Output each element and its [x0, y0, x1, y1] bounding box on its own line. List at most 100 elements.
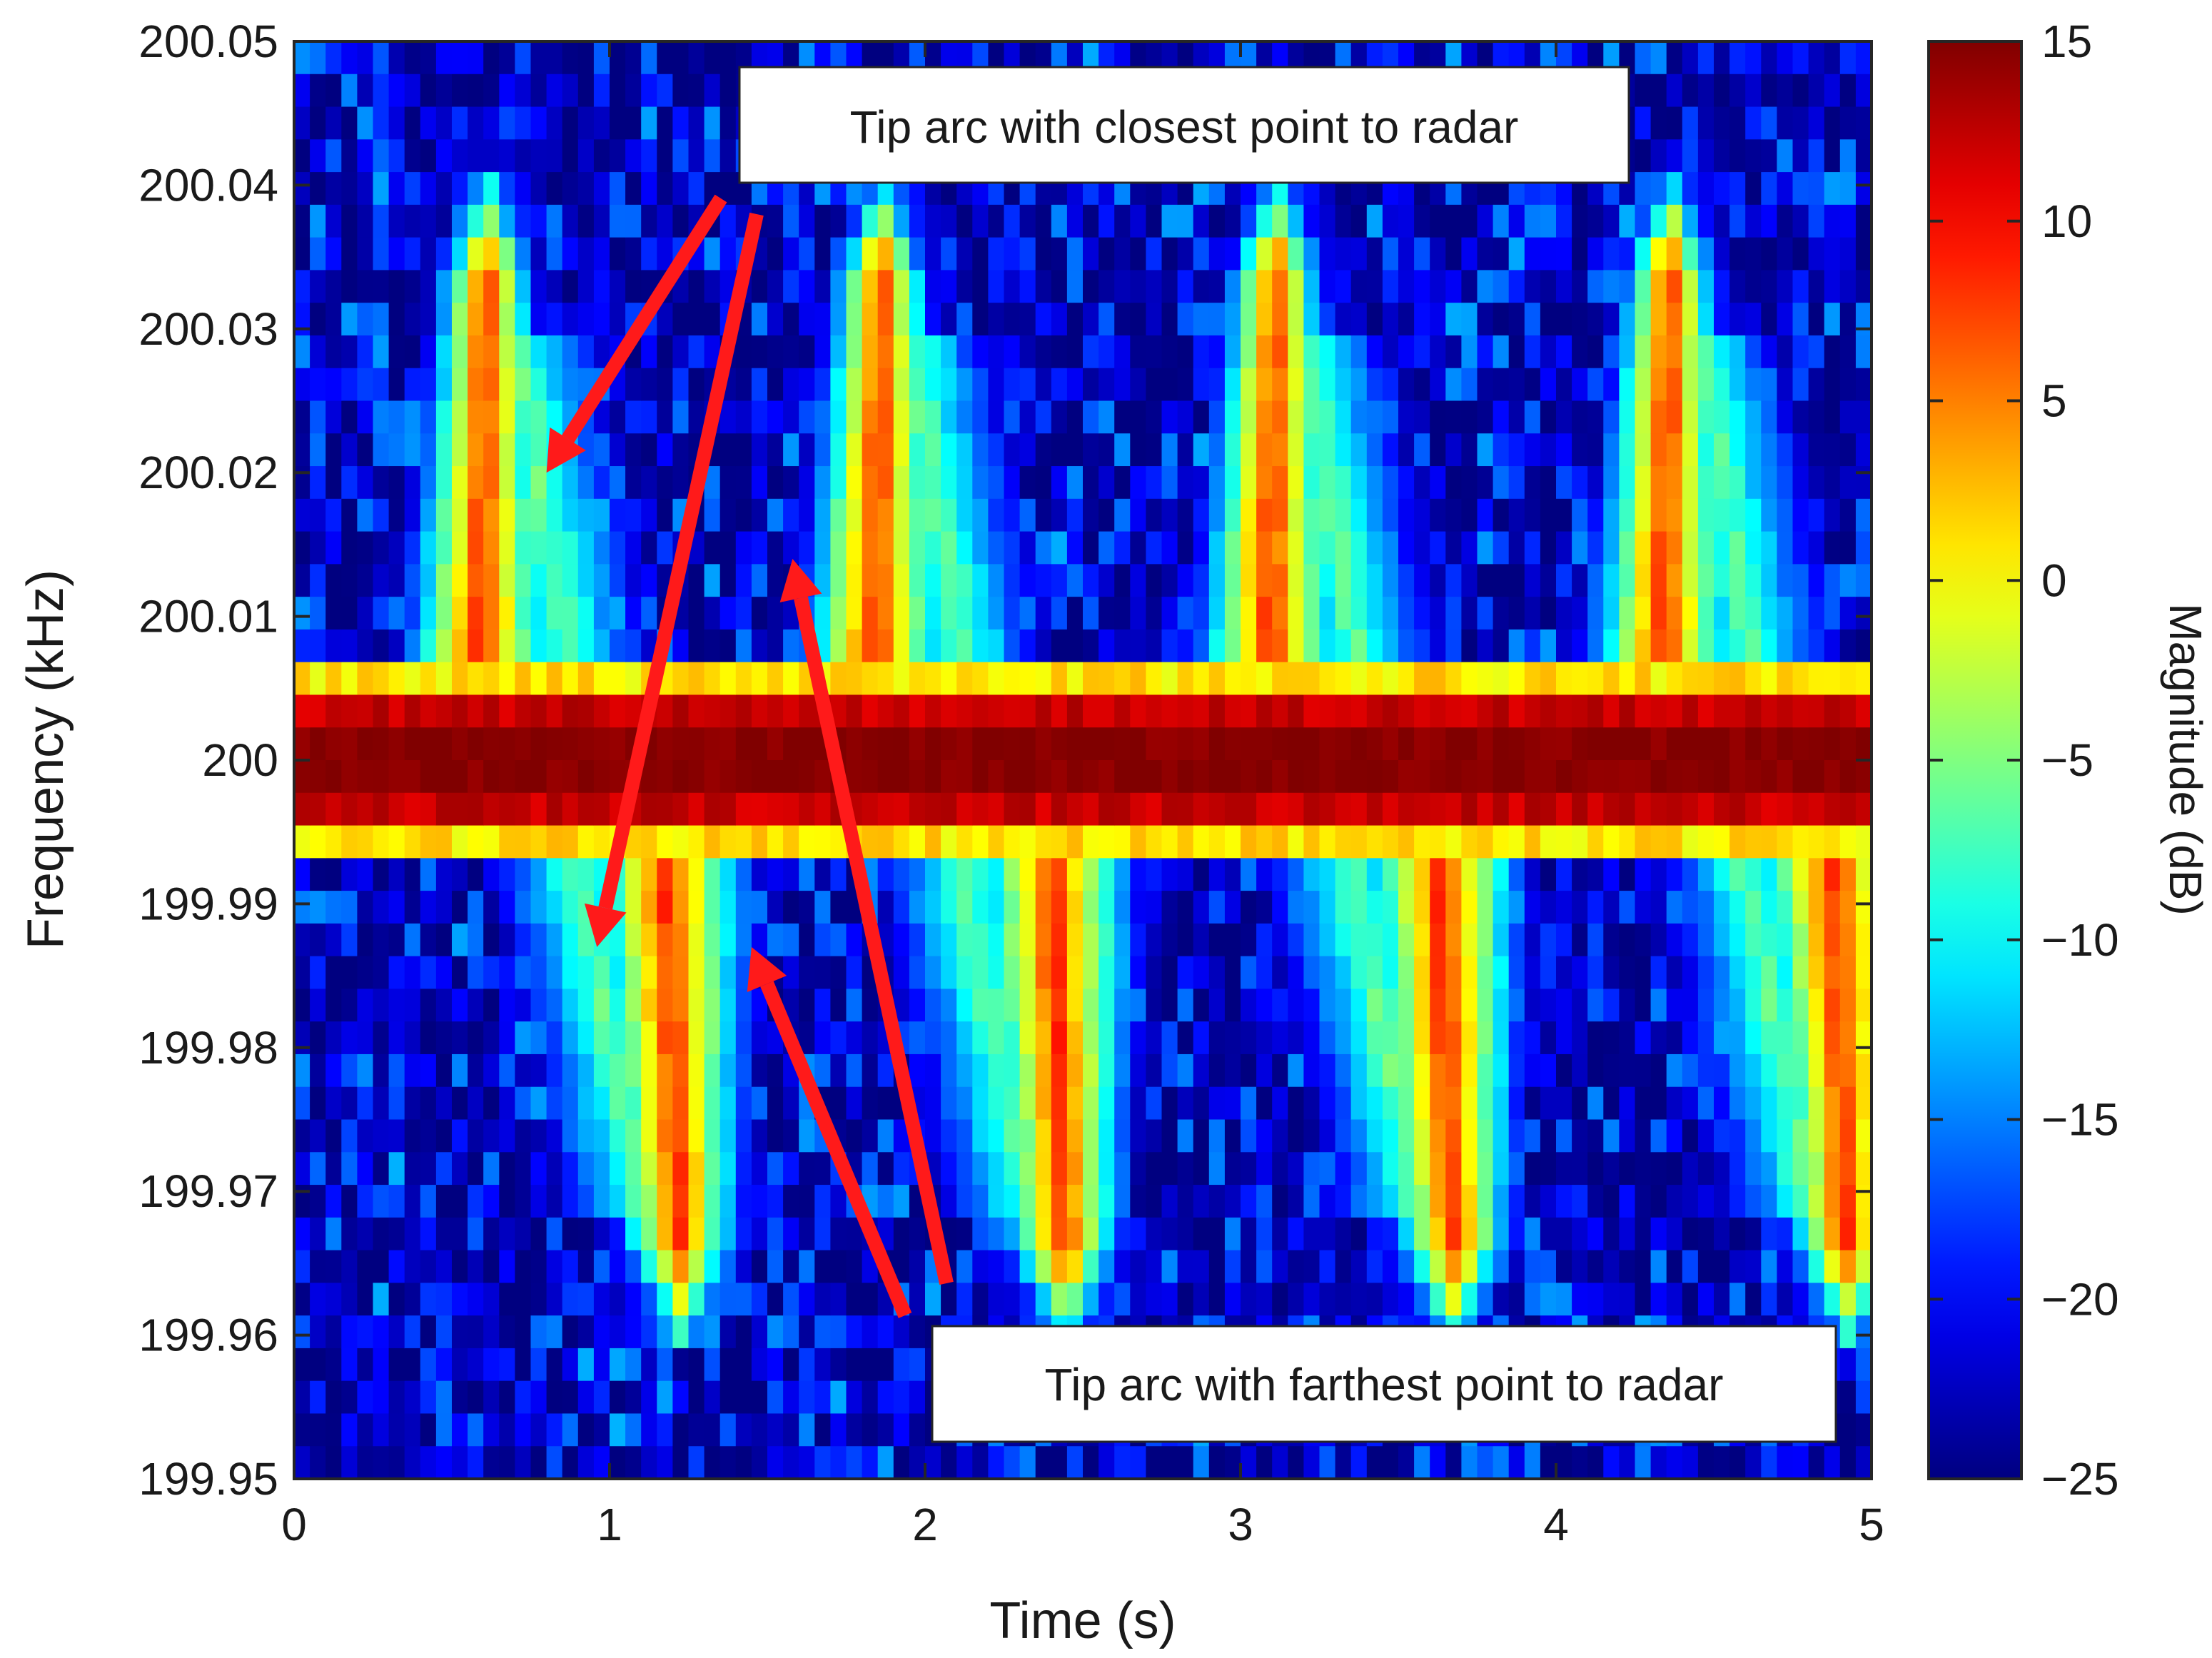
heatmap-cell [435, 792, 453, 827]
heatmap-cell [941, 597, 957, 630]
heatmap-cell [1224, 498, 1241, 532]
heatmap-cell [341, 1348, 358, 1382]
heatmap-cell [1256, 629, 1273, 663]
heatmap-cell [672, 1185, 690, 1218]
heatmap-cell [562, 531, 579, 565]
heatmap-cell [704, 106, 721, 140]
heatmap-cell [1729, 172, 1746, 206]
heatmap-cell [404, 531, 421, 565]
heatmap-cell [1714, 400, 1730, 434]
heatmap-cell [1445, 498, 1462, 532]
heatmap-cell [435, 564, 453, 597]
heatmap-cell [530, 237, 547, 271]
heatmap-cell [988, 368, 1005, 402]
heatmap-cell [357, 1185, 374, 1218]
heatmap-cell [1208, 792, 1226, 827]
heatmap-cell [1603, 923, 1620, 957]
heatmap-cell [1303, 335, 1320, 369]
heatmap-cell [420, 1283, 437, 1316]
heatmap-cell [1445, 433, 1462, 467]
heatmap-cell [735, 1446, 752, 1480]
heatmap-cell [1366, 694, 1383, 728]
heatmap-cell [625, 1283, 642, 1316]
heatmap-cell [1303, 204, 1320, 238]
heatmap-cell [452, 629, 468, 663]
heatmap-cell [1777, 237, 1794, 271]
heatmap-cell [1272, 629, 1288, 663]
heatmap-cell [1303, 1086, 1320, 1121]
heatmap-cell [610, 956, 626, 990]
heatmap-cell [577, 74, 595, 108]
heatmap-cell [893, 335, 910, 369]
heatmap-cell [1714, 1086, 1730, 1121]
heatmap-cell [862, 989, 879, 1022]
heatmap-cell [1224, 237, 1241, 271]
heatmap-cell [1729, 139, 1746, 173]
heatmap-cell [404, 891, 421, 924]
heatmap-cell [1366, 1086, 1383, 1121]
heatmap-cell [1824, 1021, 1841, 1055]
heatmap-cell [452, 303, 468, 336]
heatmap-cell [1161, 858, 1178, 891]
heatmap-cell [1792, 760, 1809, 794]
heatmap-cell [1477, 727, 1494, 761]
heatmap-cell [1146, 1446, 1163, 1480]
heatmap-cell [1761, 237, 1777, 271]
heatmap-cell [325, 727, 342, 761]
heatmap-cell [1603, 303, 1620, 336]
heatmap-cell [357, 1380, 374, 1415]
heatmap-cell [310, 1380, 326, 1415]
heatmap-cell [988, 303, 1005, 336]
heatmap-cell [1430, 1119, 1446, 1153]
heatmap-cell [1508, 956, 1525, 990]
heatmap-cell [1508, 1446, 1525, 1480]
heatmap-cell [577, 629, 595, 663]
heatmap-cell [435, 825, 453, 859]
heatmap-cell [593, 694, 610, 728]
heatmap-cell [941, 1086, 957, 1121]
heatmap-cell [388, 139, 405, 173]
heatmap-cell [625, 400, 642, 434]
heatmap-cell [1241, 498, 1257, 532]
heatmap-cell [625, 270, 642, 303]
heatmap-cell [1208, 1446, 1226, 1480]
heatmap-cell [1114, 989, 1131, 1022]
heatmap-cell [688, 1217, 705, 1251]
heatmap-cell [1366, 1217, 1383, 1251]
heatmap-cell [577, 825, 595, 859]
heatmap-cell [1004, 270, 1021, 303]
heatmap-cell [515, 989, 532, 1022]
heatmap-cell [1335, 1021, 1352, 1055]
heatmap-cell [310, 531, 326, 565]
heatmap-cell [1335, 792, 1352, 827]
heatmap-cell [1792, 531, 1809, 565]
heatmap-cell [468, 1315, 484, 1349]
heatmap-cell [1524, 597, 1541, 630]
heatmap-cell [546, 1053, 563, 1088]
heatmap-cell [1792, 1053, 1809, 1088]
heatmap-cell [1493, 694, 1510, 728]
heatmap-cell [704, 41, 721, 75]
heatmap-cell [1319, 1250, 1336, 1283]
heatmap-cell [1650, 1185, 1667, 1218]
heatmap-cell [1666, 825, 1683, 859]
heatmap-cell [1130, 956, 1146, 990]
heatmap-cell [1114, 858, 1131, 891]
heatmap-cell [294, 564, 310, 597]
heatmap-cell [1556, 237, 1572, 271]
heatmap-cell [893, 433, 910, 467]
heatmap-cell [325, 74, 342, 108]
heatmap-cell [1319, 466, 1336, 500]
heatmap-cell [404, 792, 421, 827]
heatmap-cell [1445, 760, 1462, 794]
heatmap-cell [388, 1250, 405, 1283]
heatmap-cell [1193, 1185, 1210, 1218]
heatmap-cell [435, 1217, 453, 1251]
heatmap-cell [294, 1217, 310, 1251]
heatmap-cell [1066, 694, 1084, 728]
heatmap-cell [357, 335, 374, 369]
heatmap-cell [925, 237, 941, 271]
heatmap-cell [1019, 368, 1036, 402]
heatmap-cell [530, 335, 547, 369]
heatmap-cell [515, 891, 532, 924]
